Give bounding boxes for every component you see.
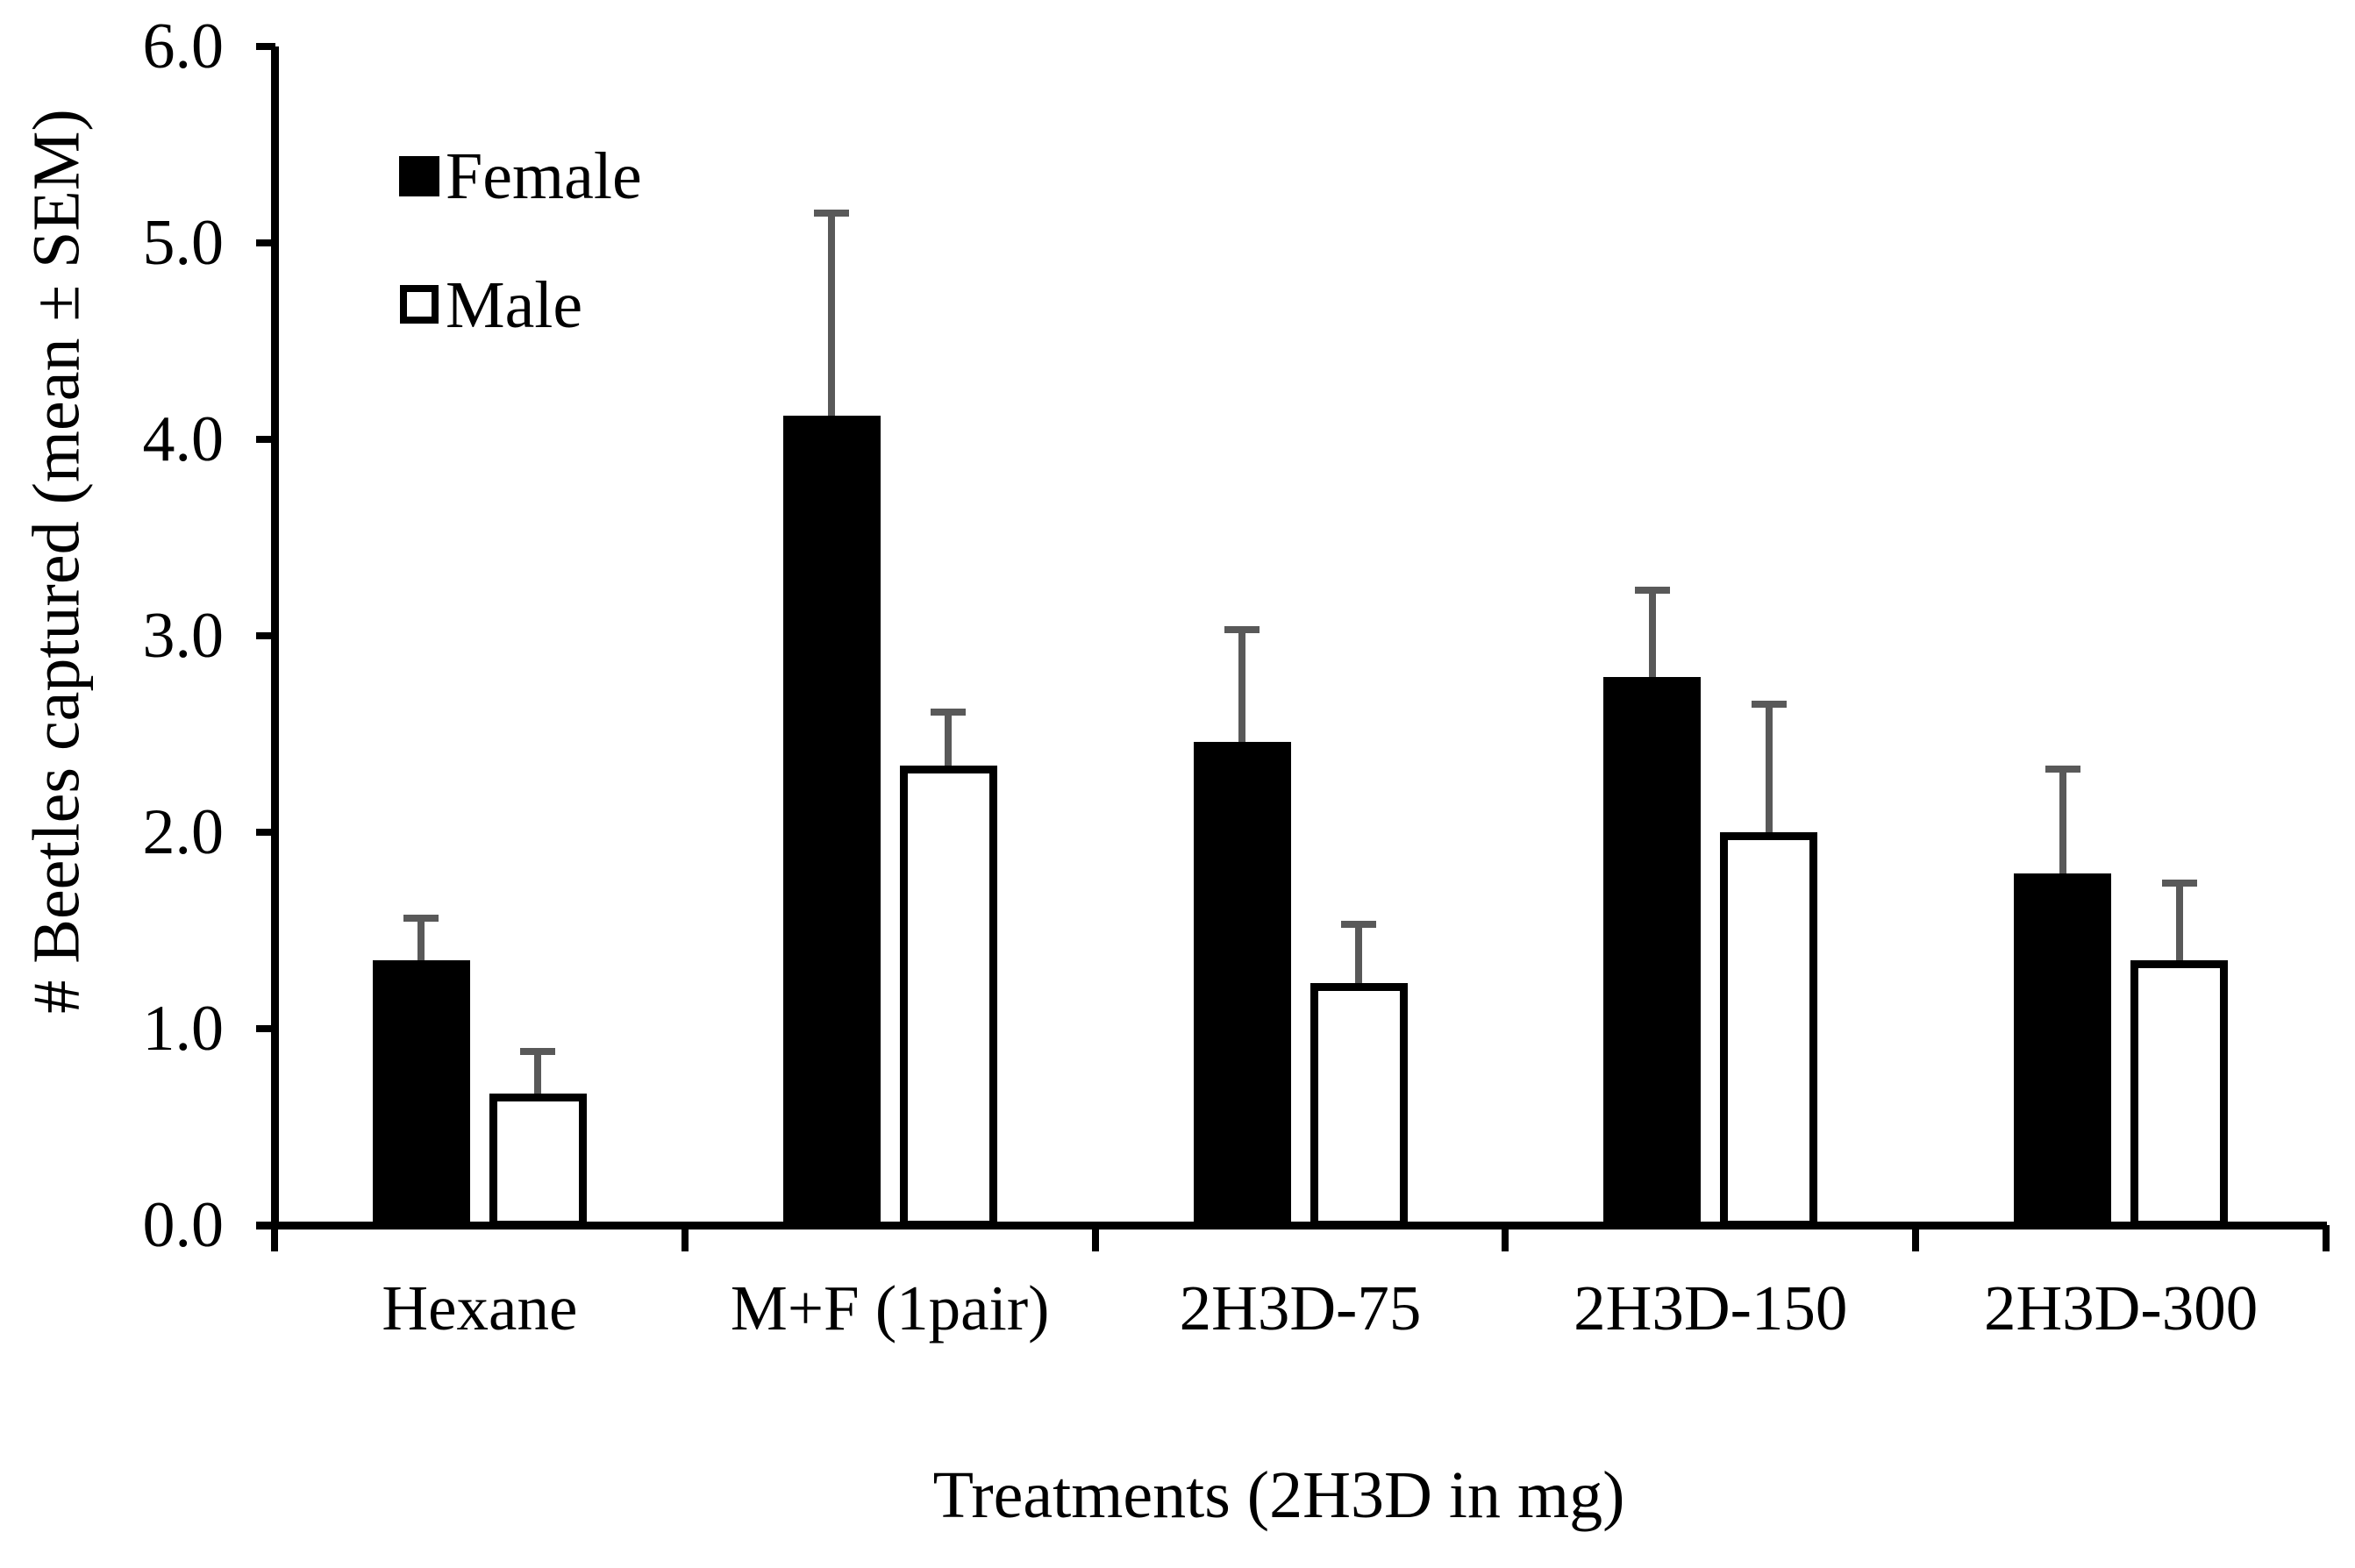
x-tick — [2323, 1225, 2330, 1251]
x-tick — [1502, 1225, 1509, 1251]
y-tick-label: 2.0 — [142, 796, 225, 868]
error-bar-line — [417, 915, 425, 962]
y-tick-label: 1.0 — [142, 993, 225, 1065]
y-tick — [256, 829, 275, 836]
y-tick-label: 0.0 — [142, 1189, 225, 1261]
error-bar-line — [1238, 626, 1245, 744]
y-tick-label: 6.0 — [142, 11, 225, 82]
x-tick-label: 2H3D-300 — [1983, 1272, 2259, 1343]
y-tick-label: 5.0 — [142, 207, 225, 279]
x-tick — [1091, 1225, 1099, 1251]
x-tick-label: Hexane — [382, 1272, 578, 1343]
legend-female-swatch — [399, 156, 439, 196]
x-axis-line — [256, 1222, 2327, 1229]
y-tick — [256, 239, 275, 246]
legend-male-label: Male — [446, 268, 583, 342]
y-tick-label: 3.0 — [142, 600, 225, 672]
x-tick-label: 2H3D-75 — [1179, 1272, 1422, 1343]
error-bar-line — [828, 210, 836, 417]
legend-male-swatch — [400, 285, 439, 324]
error-bar-line — [534, 1048, 542, 1095]
y-tick — [256, 1025, 275, 1032]
y-axis-title: # Beetles captured (mean ± SEM) — [19, 109, 94, 1014]
error-bar-line — [1355, 921, 1362, 985]
female-bar — [782, 416, 881, 1229]
male-bar — [1720, 832, 1818, 1229]
legend-female-label: Female — [446, 139, 642, 213]
error-bar-line — [945, 709, 953, 767]
y-tick — [256, 632, 275, 639]
error-bar-line — [1648, 587, 1656, 679]
x-tick-label: 2H3D-150 — [1574, 1272, 1848, 1343]
y-tick — [256, 1222, 275, 1229]
female-bar — [1603, 677, 1702, 1229]
error-bar-line — [2175, 880, 2183, 962]
female-bar — [1193, 742, 1291, 1229]
y-tick — [256, 436, 275, 443]
female-bar — [372, 960, 470, 1229]
male-bar — [899, 766, 997, 1229]
female-bar — [2014, 873, 2112, 1229]
error-bar-line — [2059, 766, 2066, 875]
y-tick — [256, 43, 275, 50]
male-bar — [489, 1094, 587, 1229]
x-tick — [271, 1225, 278, 1251]
x-tick — [681, 1225, 689, 1251]
x-axis-title: Treatments (2H3D in mg) — [932, 1458, 1625, 1532]
male-bar — [1310, 983, 1408, 1229]
error-bar-line — [1765, 701, 1773, 834]
x-tick-label: M+F (1pair) — [730, 1272, 1050, 1343]
y-tick-label: 4.0 — [142, 403, 225, 475]
male-bar — [2130, 960, 2229, 1229]
x-tick — [1912, 1225, 1920, 1251]
